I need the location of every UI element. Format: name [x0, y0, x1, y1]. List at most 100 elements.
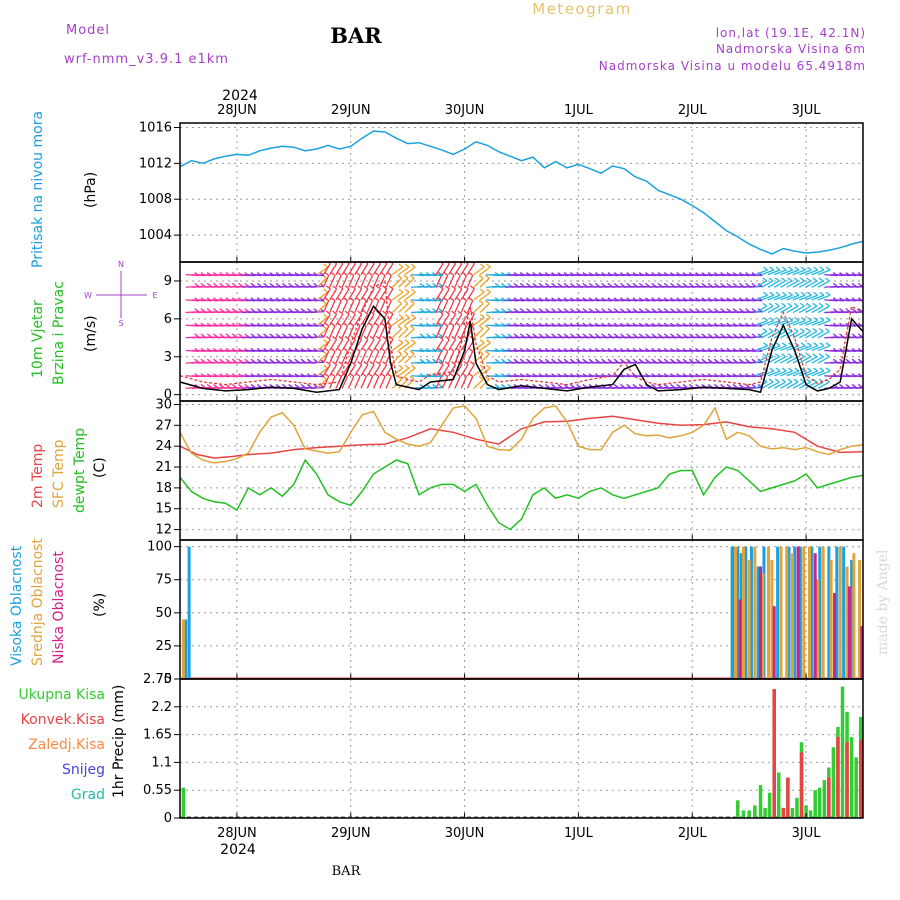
- wind-barb-flag: [688, 282, 694, 287]
- wind-barb: [391, 291, 404, 301]
- wind-barb-flag: [713, 383, 719, 388]
- wind-barb: [817, 381, 830, 389]
- wind-barb: [347, 350, 355, 364]
- wind-barb-flag: [513, 358, 519, 363]
- wind-barb-flag: [613, 383, 619, 388]
- wind-barb-flag: [457, 285, 463, 290]
- wind-barb: [329, 313, 338, 326]
- wind-barb-flag: [288, 308, 293, 313]
- wind-barb-flag: [544, 282, 550, 287]
- wind-barb-flag: [443, 347, 449, 352]
- wind-barb-flag: [726, 358, 732, 363]
- wind-barb-flag: [620, 282, 625, 287]
- precip-bar-precip-total: [813, 790, 817, 818]
- wind-barb-flag: [762, 353, 768, 358]
- cloud-bar-cloud-mid: [829, 559, 833, 679]
- wind-barb-flag: [382, 335, 388, 340]
- wind-barb-flag: [494, 308, 500, 313]
- wind-barb-flag: [330, 322, 336, 327]
- wind-barb: [391, 277, 403, 288]
- wind-barb-flag: [419, 282, 425, 287]
- wind-barb-flag: [607, 282, 613, 287]
- wind-barb-flag: [781, 353, 786, 358]
- wind-barb-flag: [825, 327, 830, 333]
- wind-barb-flag: [657, 358, 663, 363]
- wind-barb-flag: [713, 358, 719, 363]
- wind-barb-flag: [451, 285, 456, 290]
- wind-barb: [466, 350, 474, 364]
- wind-barb-flag: [865, 309, 869, 312]
- wind-barb: [755, 319, 768, 326]
- wind-barb: [473, 328, 484, 339]
- wind-barb-flag: [544, 383, 550, 388]
- wind-ytick-label: 0: [164, 388, 172, 403]
- wind-barb: [372, 325, 380, 339]
- precip-bar-precip-total: [741, 810, 746, 818]
- wind-barb: [360, 288, 369, 301]
- wind-barb-flag: [444, 335, 450, 340]
- wind-barb-flag: [839, 308, 844, 313]
- wind-barb-flag: [425, 308, 431, 313]
- wind-barb-flag: [281, 358, 287, 363]
- wind-barb: [366, 300, 374, 313]
- wind-barb-flag: [382, 361, 388, 366]
- wind-barb-flag: [368, 271, 373, 276]
- wind-barb-flag: [799, 378, 805, 383]
- wind-barb: [329, 300, 336, 313]
- wind-barb: [479, 317, 491, 326]
- wind-barb-flag: [676, 358, 682, 363]
- wind-barb: [404, 367, 416, 377]
- wind-barb-flag: [219, 333, 225, 338]
- wind-barb-flag: [484, 299, 490, 305]
- precip-ytick-label: 2.75: [143, 672, 172, 687]
- wind-barb-flag: [793, 277, 799, 282]
- wind-barb-flag: [519, 358, 525, 363]
- wind-barb: [773, 345, 787, 352]
- wind-barb-flag: [638, 333, 644, 338]
- wind-barb-flag: [871, 374, 875, 377]
- wind-barb-flag: [478, 325, 484, 330]
- wind-barb-flag: [479, 288, 485, 293]
- wind-barb-flag: [494, 358, 500, 363]
- wind-ytick-label: 9: [164, 274, 172, 289]
- wind-barb: [479, 303, 490, 314]
- wind-barb: [473, 367, 485, 377]
- wind-barb-flag: [376, 361, 381, 366]
- wind-barb: [341, 339, 350, 351]
- wind-barb-flag: [839, 282, 844, 287]
- wind-barb: [861, 299, 863, 301]
- wind-barb-flag: [507, 333, 513, 338]
- wind-barb-flag: [538, 308, 544, 313]
- wind-barb: [385, 300, 392, 313]
- temp-ytick-label: 15: [155, 502, 172, 517]
- wind-barb-flag: [768, 302, 774, 307]
- wind-barb-flag: [676, 383, 682, 388]
- wind-barb: [391, 328, 403, 339]
- precip-bar-precip-conv: [781, 807, 786, 818]
- wind-barb-flag: [781, 342, 787, 347]
- wind-barb-flag: [319, 322, 325, 327]
- wind-barb-flag: [871, 298, 875, 301]
- wind-barb-flag: [501, 333, 506, 338]
- wind-barb-flag: [695, 333, 700, 338]
- wind-barb: [379, 288, 388, 301]
- wind-barb: [861, 337, 863, 339]
- wind-barb-flag: [763, 291, 768, 296]
- wind-barb: [786, 294, 800, 301]
- wind-barb: [360, 339, 369, 351]
- wind-barb-flag: [462, 322, 467, 327]
- wind-barb: [805, 370, 818, 377]
- precip-bar-precip-total: [822, 780, 827, 818]
- wind-barb-flag: [380, 271, 386, 276]
- wind-barb: [811, 280, 824, 288]
- wind-barb-flag: [682, 282, 688, 287]
- wind-barb: [360, 350, 367, 364]
- wind-barb-flag: [819, 291, 825, 296]
- wind-barb: [755, 356, 768, 364]
- wind-barb: [429, 299, 443, 302]
- wind-barb: [385, 339, 394, 351]
- wind-barb-flag: [409, 299, 415, 305]
- wind-barb: [811, 269, 825, 276]
- wind-barb-flag: [449, 347, 455, 352]
- wind-barb: [379, 300, 386, 313]
